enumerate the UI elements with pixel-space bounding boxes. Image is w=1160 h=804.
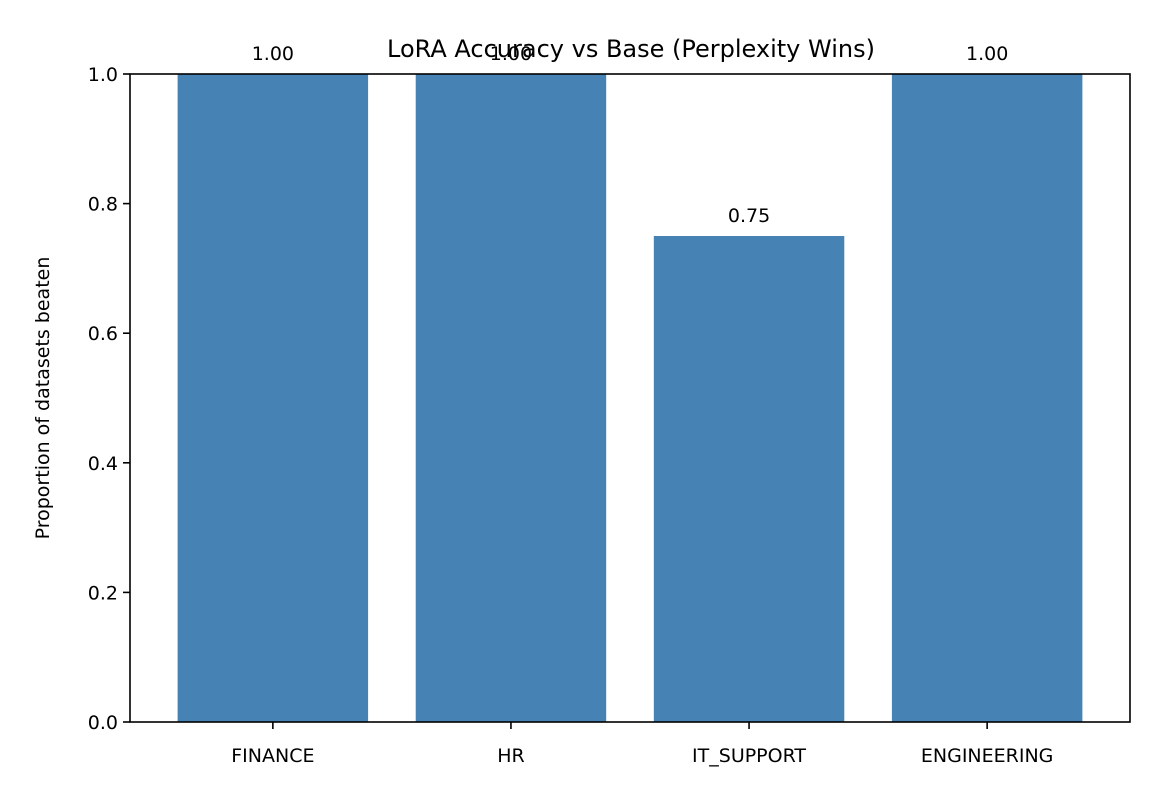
bar-hr — [415, 74, 607, 722]
bar-finance — [177, 74, 369, 722]
axes-layer — [123, 73, 1131, 729]
y-tick-label: 0.2 — [88, 582, 118, 604]
y-tick-label: 0.0 — [88, 712, 118, 734]
y-tick-label: 0.4 — [88, 453, 118, 475]
plot-frame — [129, 73, 1131, 723]
x-tick-label: HR — [497, 745, 525, 767]
x-tick-label: ENGINEERING — [921, 745, 1054, 767]
bar-engineering — [891, 74, 1083, 722]
x-tick-label: IT_SUPPORT — [692, 745, 806, 767]
x-tick-label: FINANCE — [231, 745, 314, 767]
y-axis-label: Proportion of datasets beaten — [32, 257, 54, 540]
bar-value-label: 1.00 — [966, 43, 1008, 65]
bars-layer — [177, 74, 1083, 722]
y-tick-label: 0.6 — [88, 323, 118, 345]
y-tick-label: 1.0 — [88, 64, 118, 86]
y-tick-label: 0.8 — [88, 194, 118, 216]
bar-value-label: 1.00 — [490, 43, 532, 65]
bar-it-support — [653, 236, 845, 722]
labels-layer: 0.0 0.2 0.4 0.6 0.8 1.0 FINANCE HR IT_SUPPORT ENG… — [88, 43, 1054, 767]
chart-title: LoRA Accuracy vs Base (Perplexity Wins) — [387, 35, 875, 63]
bar-value-label: 0.75 — [728, 205, 770, 227]
bar-value-label: 1.00 — [252, 43, 294, 65]
